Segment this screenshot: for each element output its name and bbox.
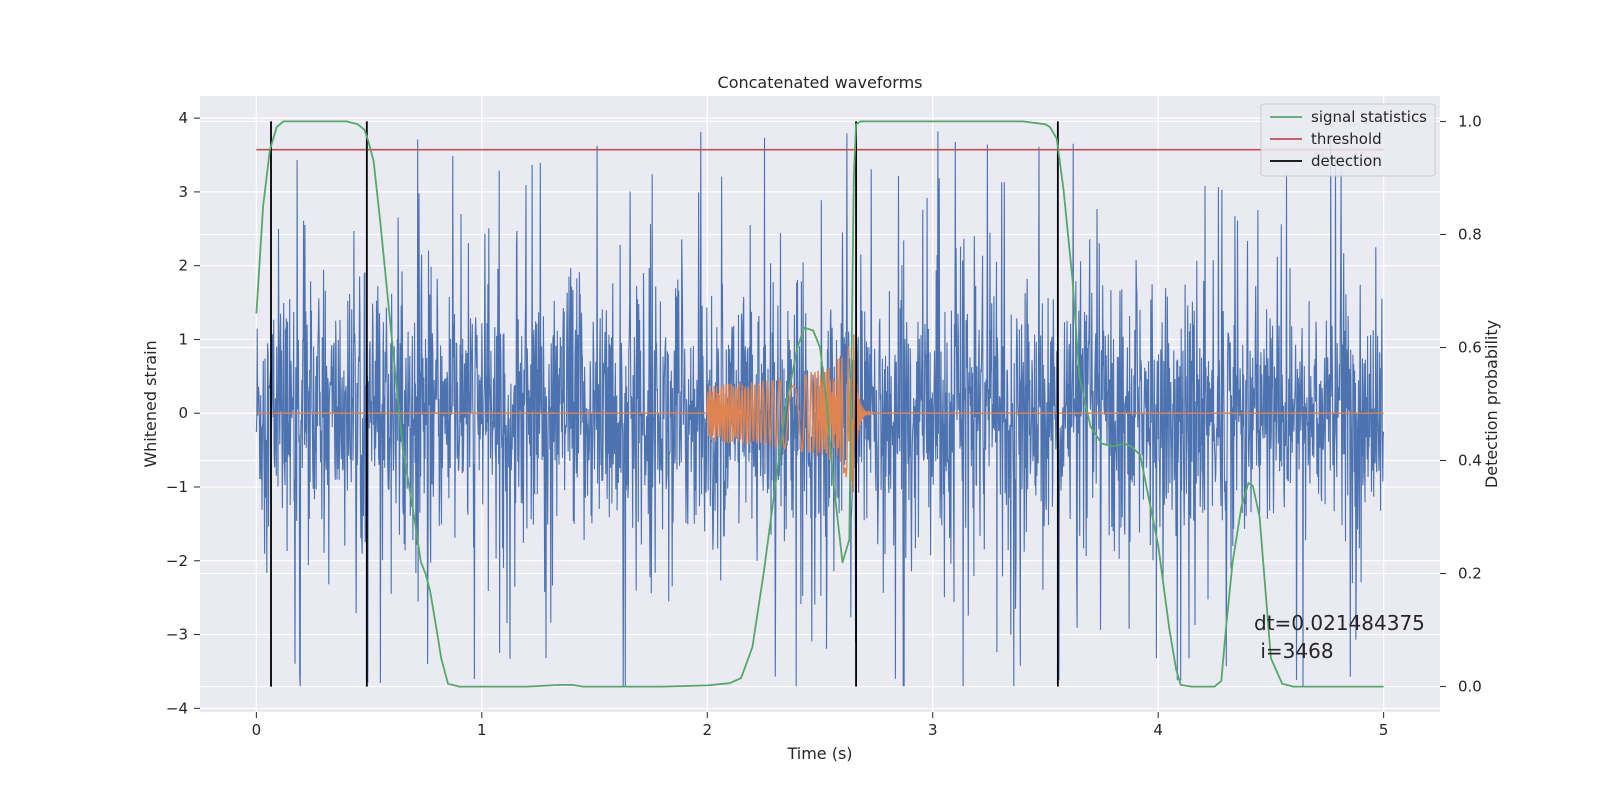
waveform-line [256, 334, 1384, 493]
y-tick-label: 0 [178, 404, 188, 422]
x-tick-label: 0 [252, 721, 262, 739]
legend-label-signal-statistics: signal statistics [1311, 108, 1427, 126]
x-tick-label: 4 [1153, 721, 1163, 739]
x-axis-ticks: 0 1 2 3 4 5 [252, 712, 1389, 739]
y-tick-label: −3 [166, 626, 188, 644]
x-tick-label: 1 [477, 721, 487, 739]
x-tick-label: 2 [702, 721, 712, 739]
y-tick-label: 2 [178, 257, 188, 275]
signal-statistics-line [255, 120, 1384, 688]
y2-tick-label: 1.0 [1458, 112, 1482, 130]
waveform-series [256, 334, 1384, 493]
y-tick-label: 4 [178, 109, 188, 127]
annotation-text: dt=0.021484375 i=3468 [1254, 611, 1425, 663]
signal-statistics-series [255, 120, 1384, 688]
y2-tick-label: 0.4 [1458, 452, 1482, 470]
y2-axis-ticks: 0.0 0.2 0.4 0.6 0.8 1.0 [1440, 112, 1482, 696]
detection-series [270, 121, 1059, 687]
y-tick-label: −4 [166, 699, 188, 717]
y2-axis-label: Detection probability [1482, 320, 1501, 488]
legend-label-threshold: threshold [1311, 130, 1382, 148]
x-tick-label: 3 [928, 721, 938, 739]
x-axis-label: Time (s) [786, 744, 852, 763]
annotation-line: i=3468 [1254, 639, 1334, 663]
y-tick-label: 3 [178, 183, 188, 201]
y2-tick-label: 0.8 [1458, 225, 1482, 243]
y-tick-label: −1 [166, 478, 188, 496]
chart-title: Concatenated waveforms [718, 73, 923, 92]
y-axis-label: Whitened strain [141, 340, 160, 467]
plot-area [255, 120, 1385, 688]
annotation-line: dt=0.021484375 [1254, 611, 1425, 635]
legend-box [1260, 103, 1436, 177]
y-axis-ticks: −4 −3 −2 −1 0 1 2 3 4 [166, 109, 200, 717]
y2-tick-label: 0.6 [1458, 338, 1482, 356]
y2-tick-label: 0.0 [1458, 678, 1482, 696]
legend: signal statistics threshold detection [1260, 103, 1436, 177]
y-tick-label: −2 [166, 552, 188, 570]
y2-tick-label: 0.2 [1458, 565, 1482, 583]
x-tick-label: 5 [1379, 721, 1389, 739]
legend-label-detection: detection [1311, 152, 1382, 170]
y-tick-label: 1 [178, 330, 188, 348]
